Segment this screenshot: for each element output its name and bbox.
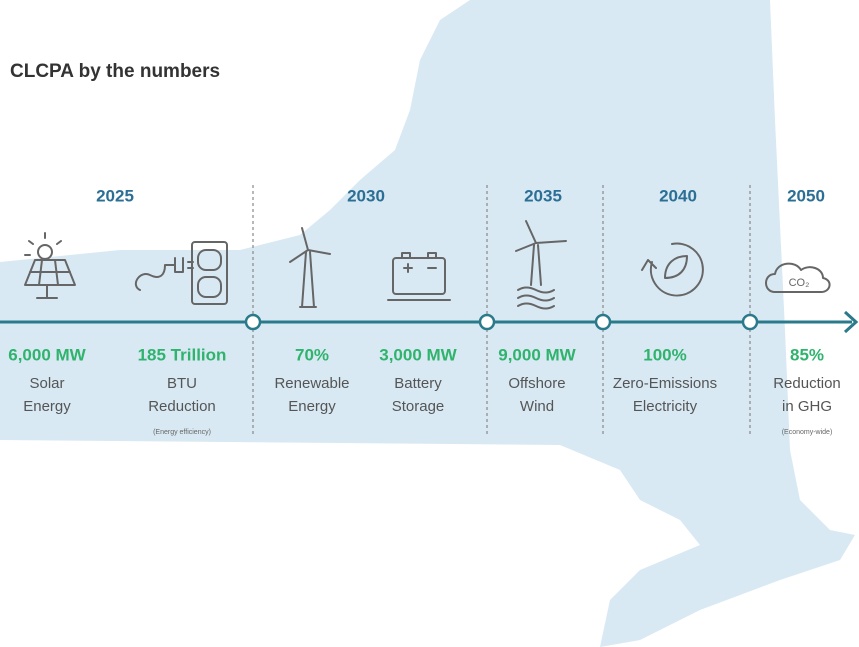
label: Electricity: [633, 398, 698, 415]
icons: CO₂: [24, 220, 831, 310]
value: 185 Trillion: [138, 345, 227, 364]
value: 100%: [643, 345, 686, 364]
note: (Energy efficiency): [153, 429, 211, 436]
timeline: [0, 310, 859, 334]
year: 2025: [96, 186, 134, 205]
year: 2030: [347, 186, 385, 205]
value: 85%: [790, 345, 824, 364]
label: Storage: [392, 398, 445, 415]
year: 2040: [659, 186, 697, 205]
note: (Economy-wide): [782, 429, 833, 436]
label: Zero-Emissions: [613, 375, 717, 392]
label: Energy: [288, 398, 336, 415]
title: CLCPA by the numbers: [10, 61, 220, 82]
value: 3,000 MW: [379, 345, 457, 364]
label: Battery: [394, 375, 442, 392]
year: 2035: [524, 186, 562, 205]
svg-text:CO₂: CO₂: [789, 277, 810, 289]
label: in GHG: [782, 398, 832, 415]
label: Wind: [520, 398, 554, 415]
value: 9,000 MW: [498, 345, 576, 364]
label: BTU: [167, 375, 197, 392]
label: Reduction: [773, 375, 841, 392]
label: Offshore: [508, 375, 565, 392]
label: Renewable: [274, 375, 349, 392]
value: 6,000 MW: [8, 345, 86, 364]
label: Solar: [29, 375, 64, 392]
value: 70%: [295, 345, 329, 364]
year: 2050: [787, 186, 825, 205]
label: Reduction: [148, 398, 216, 415]
label: Energy: [23, 398, 71, 415]
